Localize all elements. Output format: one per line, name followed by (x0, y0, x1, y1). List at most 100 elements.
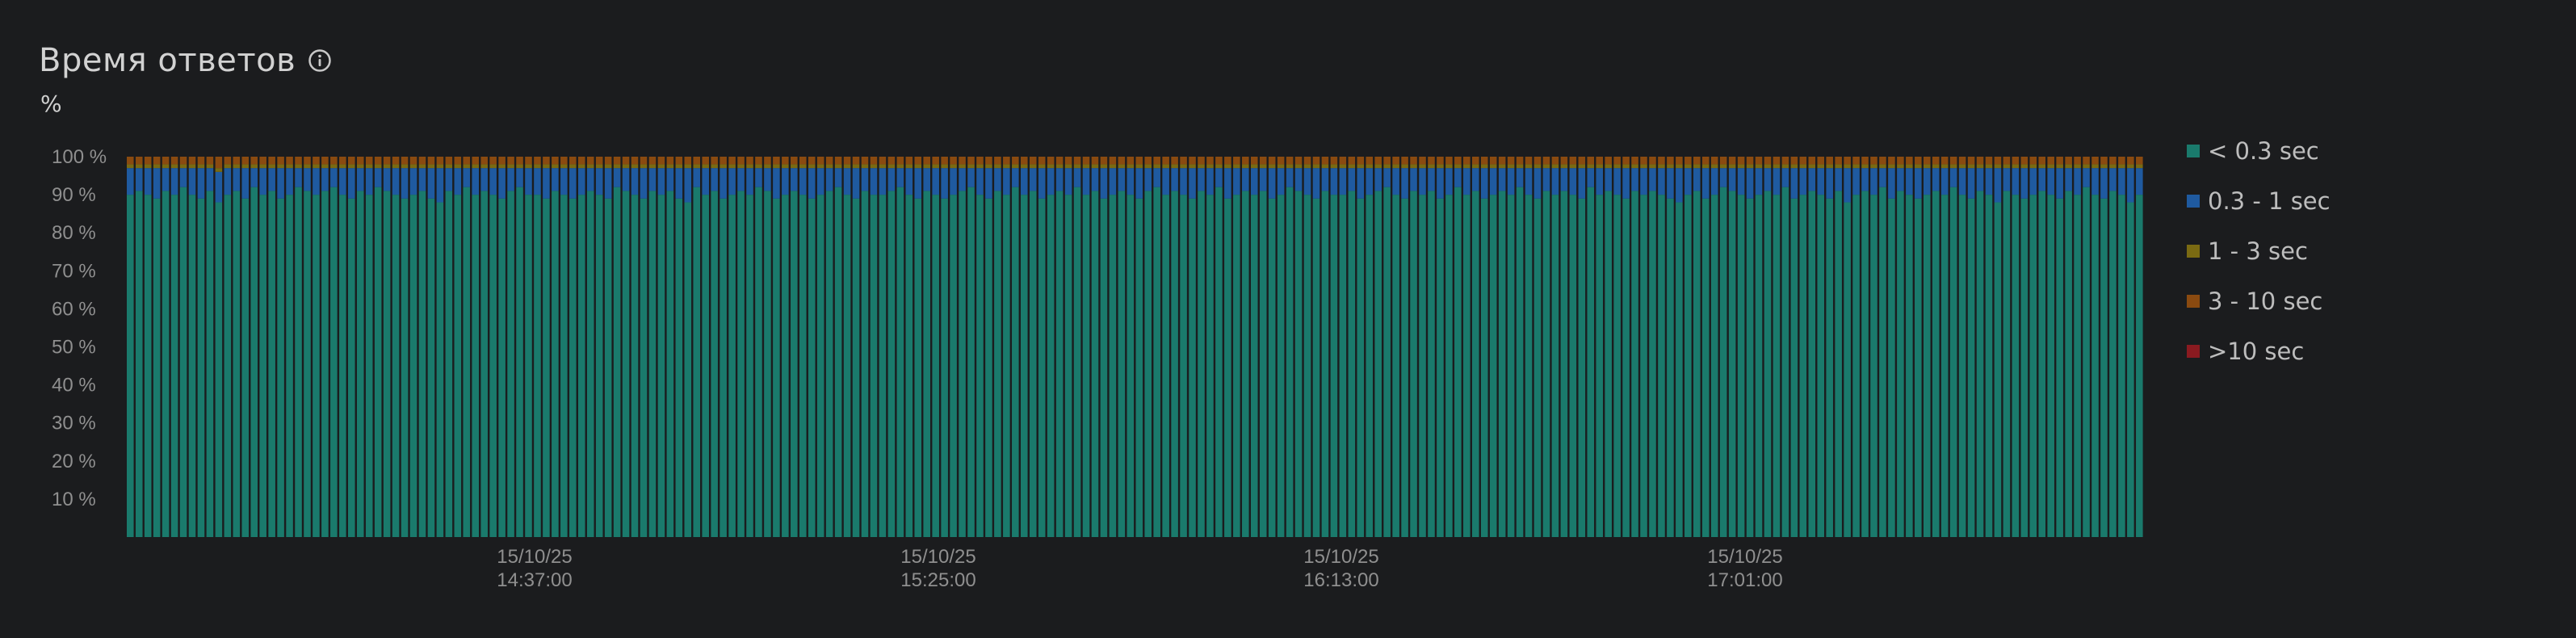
bar-segment[interactable] (1321, 191, 1329, 537)
bar-segment[interactable] (427, 168, 435, 199)
bar-segment[interactable] (2038, 157, 2046, 165)
bar-segment[interactable] (604, 164, 612, 169)
bar-segment[interactable] (1676, 168, 1683, 203)
bar-segment[interactable] (383, 191, 391, 537)
bar-segment[interactable] (233, 164, 241, 169)
bar-segment[interactable] (1357, 198, 1365, 537)
bar-segment[interactable] (409, 168, 417, 195)
bar-segment[interactable] (861, 164, 869, 169)
bar-segment[interactable] (144, 168, 152, 195)
bar-segment[interactable] (1348, 157, 1356, 165)
bar-segment[interactable] (1994, 168, 2002, 203)
bar-segment[interactable] (365, 168, 373, 195)
bar-segment[interactable] (1976, 164, 1984, 169)
bar-segment[interactable] (418, 157, 426, 165)
bar-segment[interactable] (197, 198, 205, 537)
bar-segment[interactable] (1631, 157, 1638, 165)
bar-segment[interactable] (1781, 157, 1789, 165)
bar-segment[interactable] (1126, 195, 1135, 537)
bar-segment[interactable] (1631, 168, 1638, 191)
bar-segment[interactable] (1861, 191, 1869, 537)
bar-segment[interactable] (950, 195, 957, 537)
bar-segment[interactable] (923, 168, 930, 191)
bar-segment[interactable] (1667, 164, 1674, 169)
bar-segment[interactable] (1224, 164, 1231, 169)
bar-segment[interactable] (135, 164, 143, 169)
bar-segment[interactable] (675, 168, 683, 199)
info-icon[interactable] (307, 48, 333, 73)
bar-segment[interactable] (1888, 168, 1895, 199)
bar-segment[interactable] (1038, 157, 1046, 165)
bar-segment[interactable] (1516, 168, 1524, 187)
bar-segment[interactable] (144, 164, 152, 169)
bar-segment[interactable] (728, 157, 736, 165)
bar-segment[interactable] (1242, 191, 1249, 537)
bar-segment[interactable] (383, 164, 391, 169)
bar-segment[interactable] (923, 191, 930, 537)
bar-segment[interactable] (622, 191, 630, 537)
bar-segment[interactable] (2029, 195, 2037, 537)
bar-segment[interactable] (1799, 168, 1807, 195)
bar-segment[interactable] (498, 198, 506, 537)
bar-segment[interactable] (1923, 157, 1931, 165)
bar-segment[interactable] (1587, 187, 1595, 537)
bar-segment[interactable] (1498, 164, 1506, 169)
bar-segment[interactable] (1861, 157, 1869, 165)
bar-segment[interactable] (2012, 195, 2020, 537)
bar-segment[interactable] (1419, 164, 1426, 169)
bar-segment[interactable] (2056, 198, 2063, 537)
bar-segment[interactable] (1233, 157, 1240, 165)
bar-segment[interactable] (879, 195, 887, 537)
bar-segment[interactable] (1949, 187, 1957, 537)
bar-segment[interactable] (516, 157, 523, 165)
bar-segment[interactable] (976, 168, 984, 195)
bar-segment[interactable] (825, 168, 833, 191)
bar-segment[interactable] (1560, 164, 1568, 169)
bar-segment[interactable] (1153, 164, 1160, 169)
bar-segment[interactable] (711, 164, 718, 169)
bar-segment[interactable] (1949, 168, 1957, 187)
bar-segment[interactable] (666, 168, 674, 191)
bar-segment[interactable] (1198, 168, 1205, 191)
bar-segment[interactable] (711, 168, 718, 191)
bar-segment[interactable] (188, 195, 196, 537)
bar-segment[interactable] (365, 164, 373, 169)
bar-segment[interactable] (1879, 157, 1886, 165)
bar-segment[interactable] (1844, 164, 1851, 169)
bar-segment[interactable] (959, 168, 966, 191)
bar-segment[interactable] (1312, 157, 1320, 165)
bar-segment[interactable] (516, 164, 523, 169)
bar-segment[interactable] (666, 157, 674, 165)
bar-segment[interactable] (2109, 164, 2117, 169)
bar-segment[interactable] (127, 168, 134, 195)
bar-segment[interactable] (976, 195, 984, 537)
bar-segment[interactable] (1180, 164, 1187, 169)
bar-segment[interactable] (595, 164, 603, 169)
bar-segment[interactable] (1516, 164, 1524, 169)
bar-segment[interactable] (2118, 168, 2125, 195)
bar-segment[interactable] (472, 195, 480, 537)
bar-segment[interactable] (1773, 164, 1781, 169)
bar-segment[interactable] (604, 198, 612, 537)
bar-segment[interactable] (277, 157, 284, 165)
bar-segment[interactable] (507, 191, 514, 537)
bar-segment[interactable] (480, 191, 488, 537)
bar-segment[interactable] (985, 157, 992, 165)
bar-segment[interactable] (2127, 164, 2134, 169)
bar-segment[interactable] (1897, 168, 1904, 191)
bar-segment[interactable] (1472, 191, 1479, 537)
bar-segment[interactable] (1940, 168, 1949, 195)
bar-segment[interactable] (843, 168, 851, 195)
bar-segment[interactable] (1489, 164, 1497, 169)
bar-segment[interactable] (1463, 157, 1471, 165)
bar-segment[interactable] (2003, 157, 2011, 165)
bar-segment[interactable] (445, 168, 453, 191)
bar-segment[interactable] (2047, 157, 2054, 165)
bar-segment[interactable] (1472, 168, 1479, 191)
bar-segment[interactable] (480, 164, 488, 169)
bar-segment[interactable] (1135, 157, 1143, 165)
bar-segment[interactable] (1746, 168, 1754, 199)
bar-segment[interactable] (1596, 157, 1603, 165)
bar-segment[interactable] (1701, 168, 1710, 199)
bar-segment[interactable] (622, 157, 630, 165)
